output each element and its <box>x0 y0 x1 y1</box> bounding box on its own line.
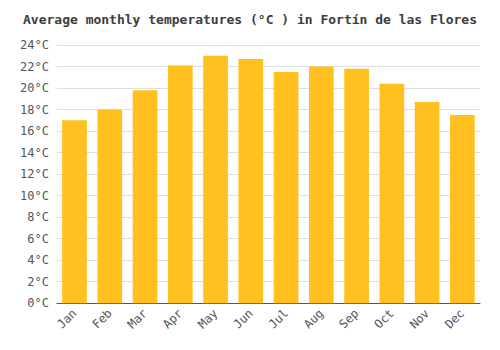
svg-text:Jun: Jun <box>231 306 256 331</box>
svg-text:Average monthly temperatures (: Average monthly temperatures (°C ) in Fo… <box>23 12 477 27</box>
svg-text:18°C: 18°C <box>20 103 49 117</box>
svg-text:Mar: Mar <box>125 306 150 331</box>
svg-text:16°C: 16°C <box>20 124 49 138</box>
svg-text:22°C: 22°C <box>20 60 49 74</box>
svg-text:Jan: Jan <box>54 306 79 331</box>
svg-text:24°C: 24°C <box>20 38 49 52</box>
svg-text:Nov: Nov <box>407 306 432 331</box>
svg-text:0°C: 0°C <box>27 296 49 310</box>
svg-text:4°C: 4°C <box>27 253 49 267</box>
svg-text:14°C: 14°C <box>20 146 49 160</box>
svg-text:Dec: Dec <box>442 306 467 331</box>
svg-text:May: May <box>195 306 220 331</box>
svg-text:12°C: 12°C <box>20 167 49 181</box>
svg-text:Jul: Jul <box>266 306 291 331</box>
svg-text:Oct: Oct <box>372 306 397 331</box>
svg-text:Aug: Aug <box>301 306 326 331</box>
svg-text:6°C: 6°C <box>27 232 49 246</box>
svg-text:Feb: Feb <box>90 306 115 331</box>
svg-text:8°C: 8°C <box>27 210 49 224</box>
svg-text:2°C: 2°C <box>27 275 49 289</box>
svg-text:Sep: Sep <box>336 306 361 331</box>
svg-text:10°C: 10°C <box>20 189 49 203</box>
svg-text:Apr: Apr <box>160 306 185 331</box>
svg-text:20°C: 20°C <box>20 81 49 95</box>
